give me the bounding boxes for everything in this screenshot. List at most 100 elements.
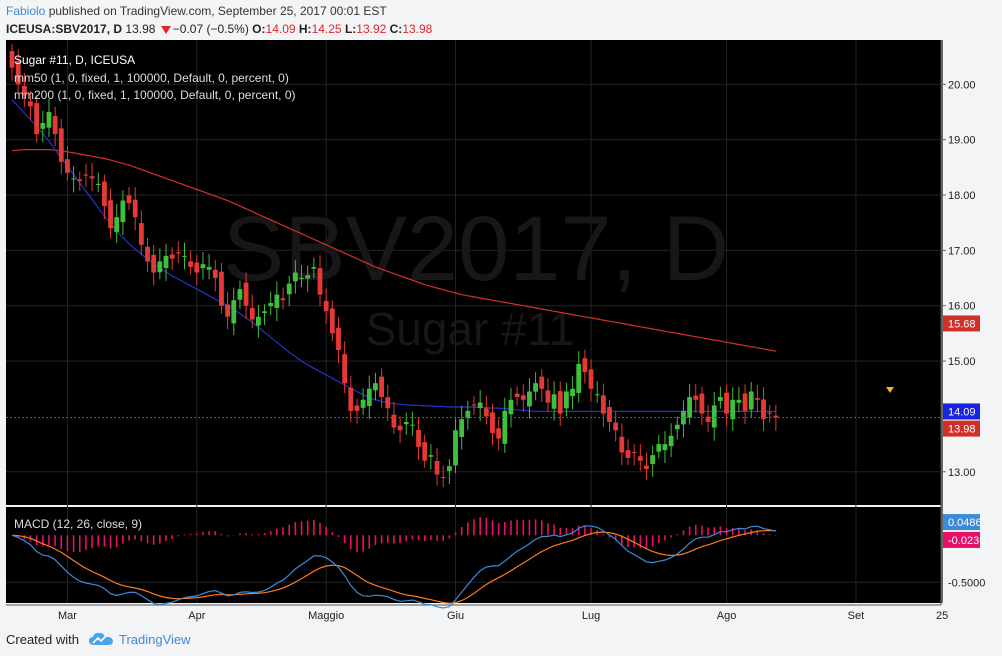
macd-y-tick-label: -0.5000	[948, 577, 985, 589]
candle-body	[145, 246, 150, 262]
y-tick-label: 13.00	[948, 467, 976, 479]
candle-body	[52, 116, 58, 135]
candle-body	[336, 327, 341, 350]
candle-body	[570, 388, 575, 397]
y-tick-label: 18.00	[948, 190, 976, 202]
last-price-label-bg	[943, 420, 980, 437]
watermark-symbol: SBV2017, D	[223, 198, 729, 300]
x-tick-label: Giu	[447, 610, 464, 622]
candle-body	[514, 393, 520, 398]
price-change: −0.07 (−0.5%)	[172, 22, 249, 36]
candle-body	[736, 399, 742, 403]
created-with-label: Created with	[6, 631, 79, 647]
y-tick-label: 15.00	[948, 356, 976, 368]
candle-body	[434, 460, 440, 475]
candle-body	[126, 195, 132, 204]
candle-body	[477, 402, 483, 408]
candle-body	[342, 354, 348, 384]
close-value: 13.98	[402, 22, 433, 36]
y-tick-label: 19.00	[948, 135, 976, 147]
mm200-price-label: 15.68	[943, 315, 980, 332]
x-tick-label: Lug	[582, 610, 600, 622]
candle-body	[132, 199, 138, 218]
candle-body	[754, 398, 760, 400]
price-chart[interactable]: SBV2017, D Sugar #11 20.00 19.00 18.00 17.0…	[0, 40, 1002, 624]
candle-body	[268, 302, 274, 307]
candle-body	[742, 393, 748, 411]
mm200-legend: mm200 (1, 0, fixed, 1, 100000, Default, …	[14, 88, 296, 102]
candle-body	[169, 254, 175, 259]
candle-body	[108, 200, 113, 229]
candle-body	[138, 223, 144, 245]
candle-body	[539, 376, 545, 389]
tradingview-cloud-icon	[88, 632, 113, 645]
candle-body	[243, 282, 249, 306]
author-link[interactable]: Fabiolo	[6, 4, 46, 18]
candle-body	[471, 404, 477, 406]
candle-body	[718, 397, 723, 401]
candle-body	[249, 307, 255, 320]
candle-body	[410, 424, 415, 426]
candle-body	[163, 255, 169, 269]
candle-body	[650, 455, 656, 464]
candle-body	[422, 442, 428, 461]
candle-body	[428, 455, 434, 457]
candle-body	[46, 111, 52, 128]
candle-body	[182, 255, 187, 257]
candle-body	[188, 261, 194, 267]
candle-body	[459, 419, 465, 437]
symbol-label: ICEUSA:SBV2017, D	[6, 22, 123, 36]
mm200-price-label-text: 15.68	[948, 318, 976, 330]
watermark-name: Sugar #11	[366, 303, 575, 355]
candle-body	[274, 294, 280, 308]
candle-body	[483, 408, 489, 417]
last-price: 13.98	[125, 22, 156, 36]
x-tick-label: Apr	[188, 610, 205, 622]
candle-body	[256, 316, 261, 326]
candle-body	[403, 421, 409, 425]
mm200-line	[11, 149, 776, 352]
candle-body	[206, 266, 212, 270]
chart-title: Sugar #11, D, ICEUSA	[14, 53, 135, 67]
candle-body	[453, 430, 458, 466]
high-value: 14.25	[311, 22, 342, 36]
mm50-price-label-bg	[943, 403, 980, 420]
hist-value-label-text: -0.0236	[948, 535, 985, 547]
candle-body	[95, 183, 101, 185]
candle-body	[446, 466, 452, 471]
candle-body	[767, 412, 773, 414]
candle-body	[619, 436, 625, 453]
candle-body	[21, 85, 27, 96]
candle-body	[200, 264, 206, 269]
candle-body	[582, 358, 588, 373]
y-tick-label: 17.00	[948, 245, 976, 257]
footer: Created with TradingView	[6, 630, 191, 648]
candle-body	[292, 272, 298, 282]
candle-body	[527, 391, 532, 407]
candle-body	[668, 435, 674, 447]
candle-body	[34, 103, 40, 135]
macd-line	[11, 525, 776, 609]
candle-body	[225, 304, 230, 317]
candle-body	[28, 101, 33, 107]
candle-body	[502, 410, 508, 444]
candle-body	[674, 424, 680, 430]
candle-body	[730, 399, 736, 420]
candle-body	[533, 383, 538, 392]
candle-body	[329, 308, 335, 334]
candle-body	[348, 387, 354, 411]
candle-body	[311, 266, 317, 269]
tradingview-brand-link[interactable]: TradingView	[118, 631, 191, 647]
macd-value-label-bg	[943, 514, 980, 531]
alert-marker-icon	[886, 387, 894, 393]
candle-body	[637, 456, 643, 461]
candle-body	[699, 393, 705, 414]
y-tick-label: 16.00	[948, 301, 976, 313]
candle-body	[354, 405, 360, 411]
candle-body	[212, 269, 218, 279]
candle-body	[600, 395, 606, 414]
candle-body	[564, 391, 569, 409]
candle-body	[65, 159, 70, 173]
macd-value-label-text: 0.0486	[948, 517, 982, 529]
candle-body	[465, 410, 471, 419]
